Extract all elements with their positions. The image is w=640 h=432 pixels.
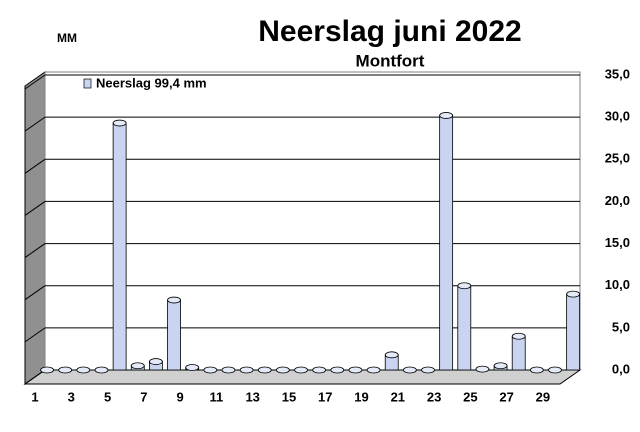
bar-top bbox=[366, 366, 381, 374]
x-tick-label: 3 bbox=[68, 389, 75, 404]
x-tick-label: 13 bbox=[245, 389, 259, 404]
bar-top bbox=[348, 366, 363, 374]
bar-top bbox=[421, 366, 435, 374]
y-tick-label: 10,0 bbox=[605, 277, 630, 292]
bar-top bbox=[529, 366, 544, 374]
y-tick-label: 15,0 bbox=[605, 235, 630, 250]
bar-top bbox=[511, 332, 526, 340]
bar-top bbox=[402, 366, 417, 374]
y-tick-label: 0,0 bbox=[612, 361, 630, 376]
grid-line-side bbox=[24, 158, 46, 174]
x-tick-label: 25 bbox=[463, 389, 477, 404]
x-tick-label: 9 bbox=[177, 389, 184, 404]
grid-line-side bbox=[24, 243, 46, 258]
x-tick-label: 15 bbox=[282, 389, 296, 404]
bar-top bbox=[58, 366, 73, 374]
bar-top bbox=[94, 366, 109, 374]
bar-top bbox=[149, 358, 163, 365]
y-tick-label: 30,0 bbox=[605, 109, 630, 124]
bar bbox=[511, 335, 526, 371]
grid-line-side bbox=[24, 74, 46, 90]
y-axis-label: MM bbox=[57, 31, 77, 45]
x-tick-label: 21 bbox=[391, 389, 405, 404]
x-tick-label: 5 bbox=[104, 389, 111, 404]
bar-top bbox=[294, 366, 308, 374]
y-tick-label: 20,0 bbox=[605, 193, 630, 208]
bar bbox=[457, 285, 472, 371]
bar-top bbox=[203, 366, 218, 374]
x-tick-label: 1 bbox=[31, 389, 38, 404]
x-tick-label: 29 bbox=[536, 389, 550, 404]
x-tick-label: 17 bbox=[318, 389, 332, 404]
grid-line-side bbox=[24, 327, 46, 343]
x-tick-label: 19 bbox=[354, 389, 368, 404]
y-tick-label: 5,0 bbox=[612, 319, 630, 334]
chart-subtitle: Montfort bbox=[356, 51, 425, 70]
bar bbox=[439, 115, 454, 371]
bar-top bbox=[130, 362, 145, 370]
x-tick-label: 7 bbox=[140, 389, 147, 404]
chart-title: Neerslag juni 2022 bbox=[258, 15, 521, 48]
bar-top bbox=[257, 366, 272, 374]
bar-top bbox=[239, 366, 254, 374]
bar bbox=[167, 299, 181, 371]
x-tick-label: 11 bbox=[210, 389, 224, 404]
grid-line-side bbox=[24, 285, 46, 301]
bar-top bbox=[475, 365, 490, 373]
bar bbox=[566, 293, 581, 371]
legend-swatch bbox=[83, 78, 92, 89]
bar-top bbox=[221, 366, 236, 374]
bar-top bbox=[548, 366, 562, 374]
grid-line-side bbox=[24, 201, 46, 216]
bar-top bbox=[330, 366, 345, 374]
bar bbox=[112, 122, 127, 371]
x-tick-label: 27 bbox=[499, 389, 513, 404]
bar-top bbox=[167, 296, 181, 304]
y-tick-label: 25,0 bbox=[605, 151, 630, 166]
bar-top bbox=[185, 364, 200, 371]
bar-top bbox=[40, 366, 54, 374]
x-tick-label: 23 bbox=[427, 389, 441, 404]
grid-line-side bbox=[24, 116, 46, 132]
grid-line-side bbox=[24, 369, 46, 385]
bar-top bbox=[566, 290, 581, 298]
bar-top bbox=[439, 112, 454, 119]
bar-top bbox=[275, 366, 290, 374]
bar-top bbox=[312, 366, 327, 374]
legend-label: Neerslag 99,4 mm bbox=[96, 75, 207, 90]
bar-top bbox=[457, 282, 472, 290]
bar-top bbox=[76, 366, 91, 374]
bar-top bbox=[493, 362, 508, 370]
bar-top bbox=[384, 351, 399, 359]
bar-top bbox=[112, 119, 127, 127]
y-tick-label: 35,0 bbox=[605, 66, 630, 81]
